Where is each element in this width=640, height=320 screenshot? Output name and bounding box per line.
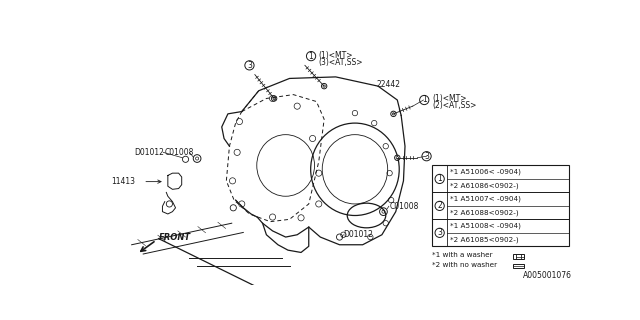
Text: 3: 3 [424,152,429,161]
Text: A005001076: A005001076 [523,271,572,280]
Text: *2 with no washer: *2 with no washer [432,262,497,268]
Bar [513,264,524,268]
Text: D01012: D01012 [344,230,373,239]
Text: (1)<MT>: (1)<MT> [432,94,467,103]
Text: *1 A51006< -0904): *1 A51006< -0904) [450,169,520,175]
Text: 1: 1 [437,174,442,183]
Text: *2 A61086<0902-): *2 A61086<0902-) [450,182,518,189]
Text: 2: 2 [437,201,442,210]
Text: FRONT: FRONT [159,233,191,242]
Text: 1: 1 [308,52,314,60]
Text: 3: 3 [247,61,252,70]
Text: *1 A51008< -0904): *1 A51008< -0904) [450,223,520,229]
Bar [513,254,524,260]
Text: *2 A61088<0902-): *2 A61088<0902-) [450,209,518,216]
Text: C01008: C01008 [390,202,419,211]
Text: (2)<AT,SS>: (2)<AT,SS> [432,101,476,110]
Text: (1)<MT>: (1)<MT> [319,51,353,60]
Bar [432,165,569,246]
Text: 1: 1 [422,95,427,105]
Circle shape [323,85,325,87]
Text: 11413: 11413 [111,177,135,186]
Circle shape [396,156,399,159]
Text: 3: 3 [437,228,442,237]
Text: 22442: 22442 [376,80,401,89]
Circle shape [392,113,395,115]
Circle shape [273,97,275,100]
Text: *1 A51007< -0904): *1 A51007< -0904) [450,196,520,202]
Text: D01012: D01012 [134,148,164,157]
Text: C01008: C01008 [164,148,194,157]
Text: (3)<AT,SS>: (3)<AT,SS> [319,58,364,67]
Text: *2 A61085<0902-): *2 A61085<0902-) [450,236,518,243]
Text: *1 with a washer: *1 with a washer [432,252,493,259]
